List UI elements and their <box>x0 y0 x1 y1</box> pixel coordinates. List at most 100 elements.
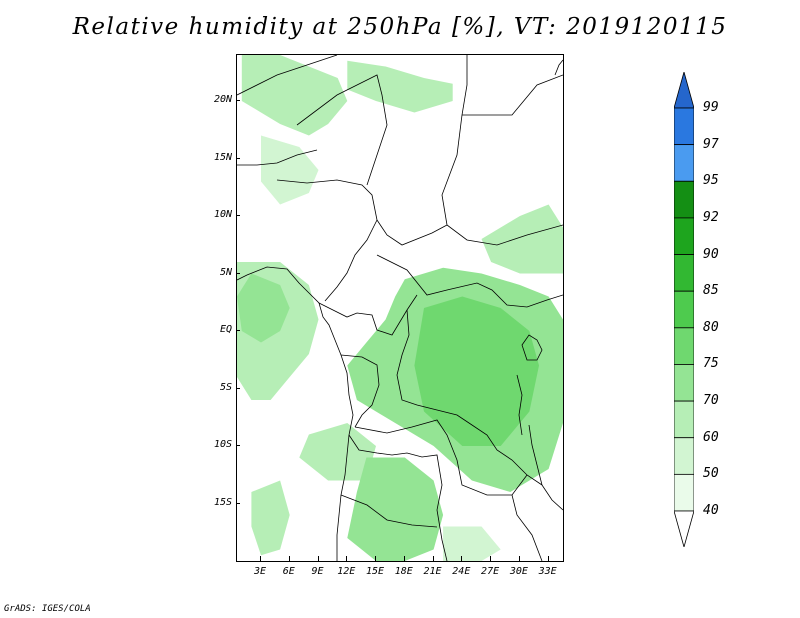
latitude-tick-label: 20N <box>213 94 232 105</box>
longitude-tick <box>375 556 377 561</box>
latitude-tick <box>236 502 240 504</box>
colorbar-segment <box>674 437 694 475</box>
latitude-tick-label: 15S <box>213 496 232 508</box>
humidity-region <box>347 457 444 561</box>
colorbar-label: 95 <box>703 173 719 189</box>
humidity-region <box>237 273 290 343</box>
colorbar <box>674 72 694 547</box>
colorbar-label: 75 <box>703 356 719 372</box>
longitude-tick <box>259 556 261 561</box>
colorbar-label: 70 <box>703 393 719 409</box>
longitude-tick-label: 30E <box>509 566 528 577</box>
longitude-tick-label: 21E <box>423 566 442 577</box>
longitude-tick-label: 6E <box>282 566 295 577</box>
latitude-tick <box>236 215 240 216</box>
colorbar-top-arrow <box>674 72 694 109</box>
border-line <box>318 294 418 336</box>
humidity-region <box>443 526 501 561</box>
border-line <box>296 74 388 186</box>
latitude-tick-label: 10S <box>213 439 232 450</box>
colorbar-segment <box>674 144 694 182</box>
latitude-tick <box>236 157 240 159</box>
colorbar-segment <box>674 327 694 365</box>
longitude-tick-label: 15E <box>365 566 385 577</box>
longitude-tick-label: 33E <box>538 566 557 577</box>
border-line <box>340 354 380 428</box>
country-borders <box>237 55 563 561</box>
latitude-tick <box>236 100 240 101</box>
border-line <box>511 494 543 561</box>
longitude-tick-label: 27E <box>481 566 500 577</box>
colorbar-segment <box>674 400 694 439</box>
lake-outline <box>528 424 543 486</box>
colorbar-label: 40 <box>703 503 719 518</box>
longitude-tick-label: 9E <box>311 566 324 577</box>
humidity-map <box>237 55 563 561</box>
page-title: Relative humidity at 250hPa [%], VT: 201… <box>72 14 728 40</box>
colorbar-label: 90 <box>703 246 719 262</box>
latitude-tick-label: EQ <box>219 324 232 335</box>
latitude-tick <box>236 330 240 331</box>
colorbar-segment <box>674 217 694 255</box>
border-line <box>441 55 563 246</box>
latitude-tick-label: 10N <box>213 209 232 220</box>
border-line <box>276 179 378 221</box>
longitude-tick <box>346 556 348 561</box>
colorbar-bottom-arrow <box>674 510 694 547</box>
colorbar-segment <box>674 107 694 146</box>
longitude-tick <box>317 556 319 561</box>
longitude-tick <box>518 556 520 561</box>
border-line <box>324 219 378 302</box>
latitude-tick <box>236 445 240 446</box>
longitude-tick-label: 12E <box>337 566 356 577</box>
colorbar-label: 97 <box>703 136 719 152</box>
lake-outline <box>554 59 563 76</box>
colorbar-segment <box>674 254 694 292</box>
colorbar-label: 85 <box>703 283 719 299</box>
colorbar-segment <box>674 473 694 512</box>
lake-outline <box>516 374 523 436</box>
latitude-tick <box>236 387 240 389</box>
colorbar-label: 99 <box>703 100 719 115</box>
border-line <box>396 309 543 486</box>
humidity-shading <box>237 55 563 561</box>
colorbar-label: 92 <box>703 209 719 225</box>
longitude-tick <box>490 556 492 561</box>
credit-text: GrADS: IGES/COLA <box>4 604 91 614</box>
border-line <box>354 419 528 496</box>
longitude-tick <box>288 556 290 561</box>
humidity-region <box>414 296 539 446</box>
colorbar-label: 50 <box>703 466 719 482</box>
colorbar-label: 80 <box>703 319 719 335</box>
border-line <box>237 55 338 96</box>
border-line <box>348 434 448 561</box>
longitude-tick <box>432 556 434 561</box>
border-line <box>462 74 563 116</box>
colorbar-segment <box>674 290 694 329</box>
border-line <box>541 484 563 511</box>
longitude-tick-label: 24E <box>452 566 471 577</box>
colorbar-segment <box>674 364 694 402</box>
border-line <box>376 254 563 308</box>
border-line <box>237 149 318 166</box>
humidity-region <box>251 480 290 556</box>
longitude-tick <box>403 556 405 561</box>
longitude-tick <box>547 556 549 561</box>
border-line <box>340 494 438 528</box>
longitude-tick-label: 3E <box>253 566 266 577</box>
colorbar-label: 60 <box>703 429 719 445</box>
longitude-tick <box>461 556 463 561</box>
longitude-tick-label: 18E <box>394 566 413 577</box>
latitude-tick-label: 5S <box>219 381 232 393</box>
humidity-region <box>241 55 348 136</box>
humidity-region <box>347 60 453 113</box>
latitude-tick-label: 5N <box>219 266 232 278</box>
latitude-tick-label: 15N <box>213 151 232 163</box>
border-line <box>376 219 448 246</box>
lake-outline <box>521 334 543 361</box>
humidity-region <box>299 423 376 481</box>
latitude-tick <box>236 272 240 274</box>
map-panel <box>236 54 564 562</box>
humidity-region <box>481 204 563 274</box>
colorbar-segment <box>674 180 694 219</box>
